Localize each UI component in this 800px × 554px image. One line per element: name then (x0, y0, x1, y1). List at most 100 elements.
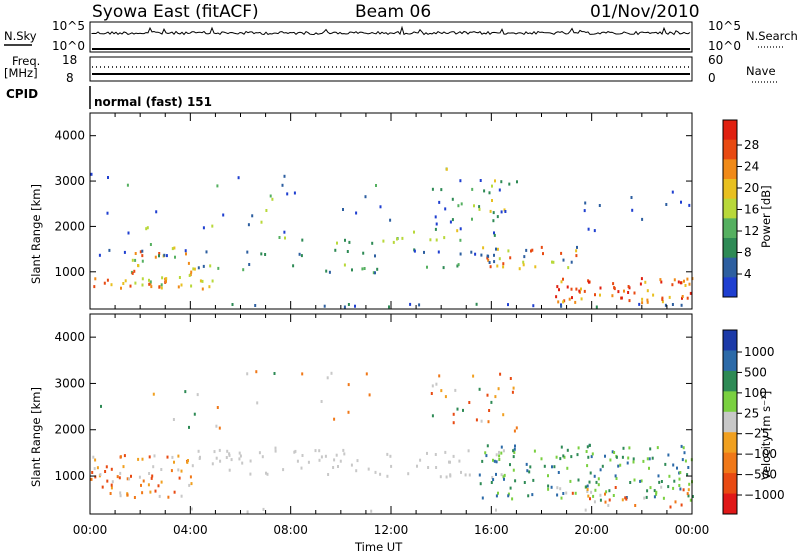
colorbar-tick-label: 28 (744, 138, 759, 152)
data-cell (566, 466, 569, 470)
nave-tick-bottom: 0 (708, 71, 716, 85)
data-cell (658, 480, 661, 484)
data-cell (502, 265, 505, 269)
data-cell (228, 452, 231, 456)
data-cell (683, 451, 686, 455)
data-cell (333, 458, 336, 462)
data-cell (513, 429, 516, 433)
data-cell (379, 205, 382, 209)
data-cell (563, 299, 566, 303)
data-cell (665, 203, 668, 206)
colorbar-segment (723, 277, 737, 298)
data-cell (137, 264, 139, 267)
data-cell (449, 460, 451, 464)
data-cell (678, 471, 681, 475)
data-cell (202, 226, 205, 230)
data-cell (492, 478, 495, 482)
data-cell (593, 500, 596, 504)
data-cell (152, 392, 155, 396)
data-cell (516, 180, 518, 184)
data-cell (161, 276, 164, 280)
data-cell (138, 475, 141, 479)
colorbar-tick-label: 20 (744, 181, 759, 195)
data-cell (348, 240, 351, 244)
data-cell (273, 372, 276, 375)
data-cell (499, 372, 502, 376)
velocity-yaxis: 1000 2000 3000 4000 (54, 330, 692, 483)
data-cell (148, 278, 150, 282)
data-cell (374, 271, 376, 275)
data-cell (199, 455, 201, 459)
data-cell (126, 477, 129, 481)
data-cell (593, 229, 596, 233)
time-tick-label: 00:00 (675, 523, 710, 537)
data-cell (246, 250, 249, 254)
colorbar-frame (722, 329, 738, 515)
data-cell (124, 279, 127, 283)
data-cell (197, 449, 200, 453)
data-cell (599, 498, 602, 502)
data-cell (133, 269, 136, 273)
data-cell (588, 280, 590, 284)
data-cell (586, 488, 589, 491)
power-panel: 1000 2000 3000 4000 Slant Range [km] 28 24 20… (29, 112, 773, 310)
data-cell (645, 495, 648, 499)
data-cell (266, 472, 269, 476)
data-cell (500, 180, 503, 184)
data-cell (502, 449, 505, 453)
data-cell (283, 230, 286, 234)
data-cell (413, 230, 415, 234)
data-cell (580, 287, 582, 291)
colorbar-tick-label: 1000 (744, 345, 775, 359)
data-cell (293, 191, 296, 195)
data-cell (215, 424, 218, 428)
data-cell (686, 277, 689, 281)
data-cell (105, 465, 108, 469)
data-cell (459, 227, 462, 231)
data-cell (440, 389, 443, 393)
colorbar-tick-label: 24 (744, 160, 759, 174)
data-cell (445, 475, 448, 479)
data-cell (588, 480, 591, 484)
data-cell (507, 492, 510, 496)
data-cell (547, 474, 549, 478)
data-cell (611, 450, 614, 454)
data-cell (137, 457, 140, 461)
data-cell (570, 260, 573, 264)
data-cell (444, 450, 447, 454)
data-cell (608, 489, 611, 493)
data-cell (247, 223, 250, 227)
data-cell (496, 215, 499, 219)
data-cell (443, 236, 446, 240)
data-cell (343, 263, 346, 267)
data-cell (122, 282, 125, 285)
data-cell (640, 479, 643, 483)
data-cell (473, 204, 475, 208)
data-cell (565, 491, 568, 495)
time-tick-label: 00:00 (73, 523, 108, 537)
velocity-data-cells (90, 370, 694, 514)
data-cell (589, 471, 592, 475)
data-cell (486, 254, 489, 258)
data-cell (458, 459, 461, 463)
data-cell (142, 479, 145, 483)
data-cell (342, 208, 344, 211)
data-cell (574, 300, 577, 304)
data-cell (662, 496, 665, 500)
data-cell (301, 454, 304, 457)
data-cell (110, 467, 113, 471)
colorbar-tick-label: −25 (744, 427, 769, 441)
data-cell (451, 197, 454, 201)
data-cell (246, 510, 249, 514)
data-cell (628, 446, 631, 450)
data-cell (475, 302, 478, 306)
data-cell (356, 459, 359, 463)
data-cell (680, 303, 683, 307)
nsearch-tick-bottom: 10^0 (708, 39, 741, 53)
data-cell (158, 285, 161, 289)
data-cell (513, 447, 516, 451)
data-cell (574, 491, 577, 495)
data-cell (260, 252, 263, 256)
data-cell (160, 286, 163, 290)
data-cell (375, 184, 377, 187)
